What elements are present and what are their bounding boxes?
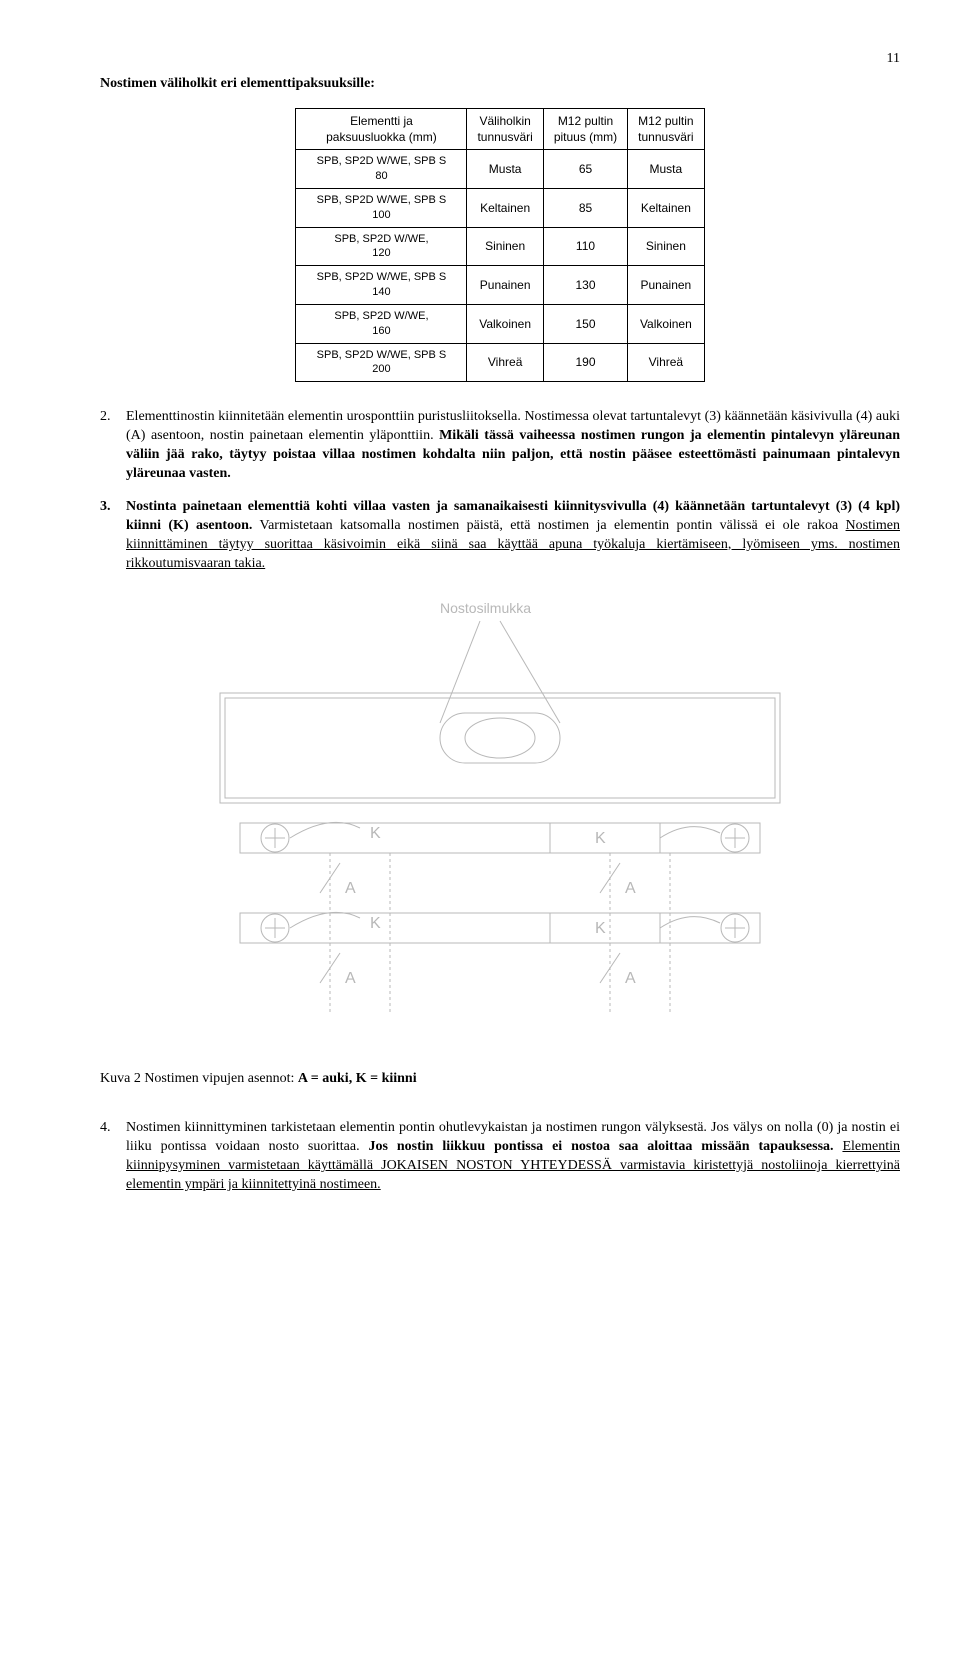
row-label: SPB, SP2D W/WE, SPB S200 <box>296 343 467 382</box>
cell: Musta <box>467 150 543 189</box>
row-label: SPB, SP2D W/WE, SPB S80 <box>296 150 467 189</box>
svg-text:Nostosilmukka: Nostosilmukka <box>440 600 531 616</box>
col-header-2: Väliholkintunnusväri <box>467 108 543 149</box>
col-header-1: Elementti japaksuusluokka (mm) <box>296 108 467 149</box>
cell: 190 <box>543 343 627 382</box>
cell: Vihreä <box>628 343 704 382</box>
table-row: SPB, SP2D W/WE, SPB S140 Punainen 130 Pu… <box>296 266 704 305</box>
table-row: SPB, SP2D W/WE, SPB S100 Keltainen 85 Ke… <box>296 188 704 227</box>
svg-text:A: A <box>345 970 356 987</box>
paragraph-3: 3. Nostinta painetaan elementtiä kohti v… <box>100 498 900 574</box>
row-label: SPB, SP2D W/WE,160 <box>296 304 467 343</box>
svg-text:A: A <box>625 880 636 897</box>
table-row: SPB, SP2D W/WE, SPB S200 Vihreä 190 Vihr… <box>296 343 704 382</box>
cell: Valkoinen <box>467 304 543 343</box>
table-header-row: Elementti japaksuusluokka (mm) Väliholki… <box>296 108 704 149</box>
cell: 65 <box>543 150 627 189</box>
cell: 110 <box>543 227 627 266</box>
section-title: Nostimen väliholkit eri elementtipaksuuk… <box>100 75 900 94</box>
col-header-4: M12 pultintunnusväri <box>628 108 704 149</box>
svg-text:K: K <box>595 920 606 937</box>
table-row: SPB, SP2D W/WE,160 Valkoinen 150 Valkoin… <box>296 304 704 343</box>
cell: Punainen <box>467 266 543 305</box>
svg-text:K: K <box>370 915 381 932</box>
para-body: Elementtinostin kiinnitetään elementin u… <box>126 408 900 484</box>
cell: 130 <box>543 266 627 305</box>
col-header-3: M12 pultinpituus (mm) <box>543 108 627 149</box>
para-num: 2. <box>100 408 126 484</box>
table-row: SPB, SP2D W/WE,120 Sininen 110 Sininen <box>296 227 704 266</box>
cell: Sininen <box>467 227 543 266</box>
para-body: Nostinta painetaan elementtiä kohti vill… <box>126 498 900 574</box>
cell: Punainen <box>628 266 704 305</box>
para-body: Nostimen kiinnittyminen tarkistetaan ele… <box>126 1119 900 1195</box>
para-num: 4. <box>100 1119 126 1195</box>
row-label: SPB, SP2D W/WE, SPB S140 <box>296 266 467 305</box>
cell: Keltainen <box>467 188 543 227</box>
figure-2-caption: Kuva 2 Nostimen vipujen asennot: A = auk… <box>100 1070 900 1089</box>
row-label: SPB, SP2D W/WE, SPB S100 <box>296 188 467 227</box>
cell: Valkoinen <box>628 304 704 343</box>
paragraph-4: 4. Nostimen kiinnittyminen tarkistetaan … <box>100 1119 900 1195</box>
cell: 85 <box>543 188 627 227</box>
page-number: 11 <box>100 50 900 69</box>
table-row: SPB, SP2D W/WE, SPB S80 Musta 65 Musta <box>296 150 704 189</box>
cell: Sininen <box>628 227 704 266</box>
cell: Keltainen <box>628 188 704 227</box>
svg-text:K: K <box>595 830 606 847</box>
svg-text:A: A <box>625 970 636 987</box>
svg-text:K: K <box>370 825 381 842</box>
cell: Musta <box>628 150 704 189</box>
diagram-svg: Nostosilmukka K K A A <box>180 593 820 1033</box>
cell: 150 <box>543 304 627 343</box>
row-label: SPB, SP2D W/WE,120 <box>296 227 467 266</box>
svg-text:A: A <box>345 880 356 897</box>
para-num: 3. <box>100 498 126 574</box>
cell: Vihreä <box>467 343 543 382</box>
spacer-table: Elementti japaksuusluokka (mm) Väliholki… <box>295 108 704 383</box>
paragraph-2: 2. Elementtinostin kiinnitetään elementi… <box>100 408 900 484</box>
lever-diagram: Nostosilmukka K K A A <box>100 593 900 1040</box>
